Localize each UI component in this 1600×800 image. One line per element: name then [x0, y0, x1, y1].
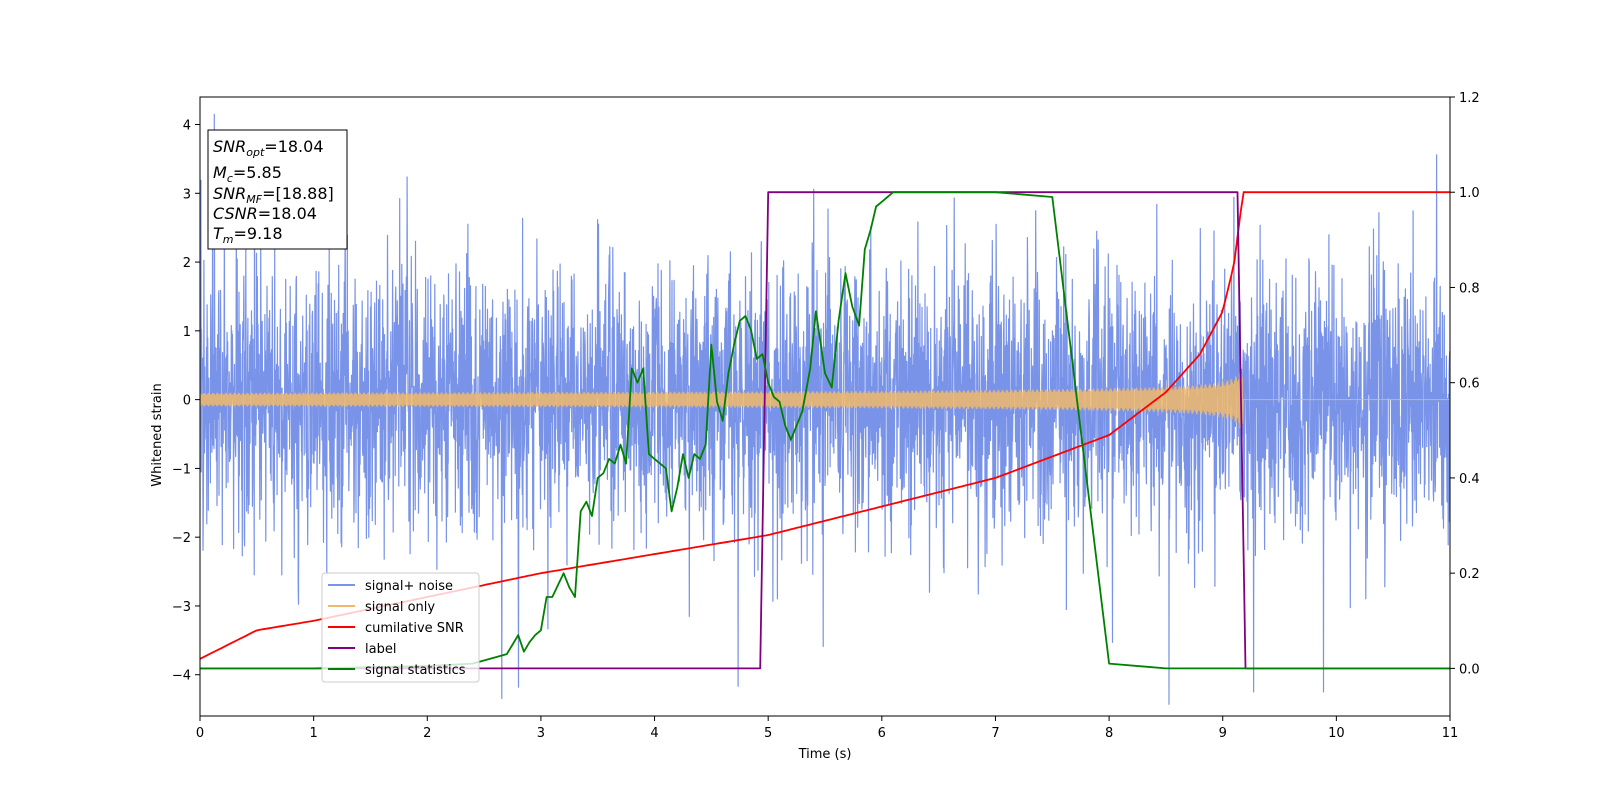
annotation-csnr: CSNR=18.04 [213, 204, 317, 223]
y-left-tick-label: −4 [172, 669, 191, 684]
x-tick-label: 0 [196, 726, 204, 741]
y-left-tick-label: 0 [183, 394, 191, 409]
y-left-tick-label: −3 [172, 600, 191, 615]
y-left-tick-label: 4 [183, 119, 191, 134]
legend: signal+ noise signal only cumilative SNR… [321, 572, 480, 683]
axis-layer: 0 1 2 3 4 5 6 7 8 9 10 1143210−1−2−3−41.21.00.80.60… [172, 91, 1480, 741]
y-left-tick-label: 1 [183, 325, 191, 340]
x-axis-label: Time (s) [798, 747, 852, 762]
x-tick-label: 9 [1219, 726, 1227, 741]
x-tick-label: 8 [1105, 726, 1113, 741]
y-right-tick-label: 0.4 [1459, 472, 1480, 487]
legend-label-cumulative-snr: cumilative SNR [365, 621, 464, 636]
y-left-tick-label: −2 [172, 531, 191, 546]
y-right-tick-label: 0.6 [1459, 377, 1480, 392]
legend-label-signal-only: signal only [365, 600, 435, 615]
x-tick-label: 10 [1328, 726, 1345, 741]
x-tick-label: 4 [650, 726, 658, 741]
y-right-tick-label: 1.2 [1459, 91, 1480, 106]
x-tick-label: 11 [1442, 726, 1459, 741]
annotation-tm: Tm=9.18 [213, 224, 283, 246]
annotation-snr-opt: SNRopt=18.04 [213, 137, 324, 159]
plot-frame [199, 96, 1451, 717]
legend-label-signal-statistics: signal statistics [365, 663, 466, 678]
annotation-box: SNRopt=18.04 Mc=5.85 SNRMF=[18.88] CSNR=… [207, 129, 348, 250]
x-tick-label: 7 [991, 726, 999, 741]
y-left-tick-label: 2 [183, 256, 191, 271]
legend-label-label: label [365, 642, 396, 657]
x-tick-label: 2 [423, 726, 431, 741]
annotation-snr-mf: SNRMF=[18.88] [213, 184, 334, 206]
x-tick-label: 3 [537, 726, 545, 741]
y-right-tick-label: 1.0 [1459, 186, 1480, 201]
legend-frame [321, 572, 480, 683]
y-right-tick-label: 0.2 [1459, 567, 1480, 582]
series-signal-statistics [200, 191, 1450, 670]
y-left-tick-label: 3 [183, 187, 191, 202]
x-tick-label: 1 [309, 726, 317, 741]
y-right-tick-label: 0.0 [1459, 662, 1480, 677]
y-right-tick-label: 0.8 [1459, 281, 1480, 296]
annotation-mc: Mc=5.85 [213, 163, 282, 185]
annotation-frame [207, 129, 348, 250]
y-left-tick-label: −1 [172, 462, 191, 477]
legend-label-signal-noise: signal+ noise [365, 579, 453, 594]
y-axis-label: Whitened strain [150, 383, 165, 486]
x-tick-label: 6 [878, 726, 886, 741]
x-tick-label: 5 [764, 726, 772, 741]
